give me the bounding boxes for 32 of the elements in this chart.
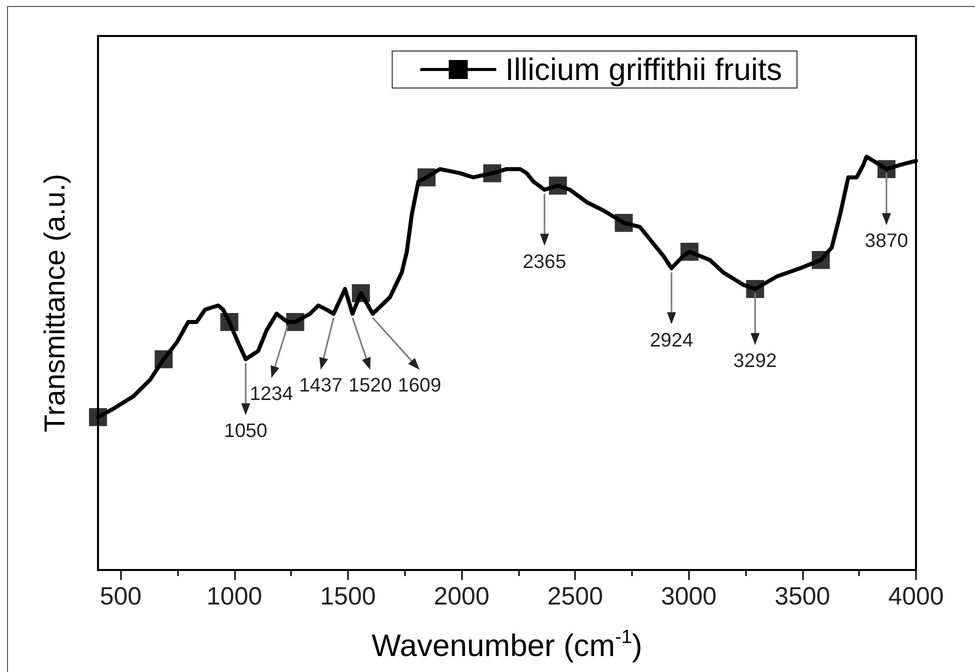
point xyxy=(680,242,698,261)
point xyxy=(418,168,436,186)
x-tick-label: 2500 xyxy=(547,582,603,610)
point xyxy=(812,251,830,270)
x-tick-label: 1500 xyxy=(320,582,376,610)
point xyxy=(89,408,107,426)
annotation: 3870 xyxy=(864,230,908,252)
annotation: 1437 xyxy=(299,374,342,397)
point xyxy=(746,280,764,298)
x-tick-label: 4000 xyxy=(888,582,944,610)
legend-label: Illicium griffithii fruits xyxy=(505,52,782,87)
point xyxy=(220,313,238,332)
point xyxy=(614,214,633,232)
point xyxy=(154,350,173,368)
x-tick-label: 500 xyxy=(100,582,142,610)
annotation: 1050 xyxy=(224,420,268,442)
annotation: 2365 xyxy=(522,250,566,273)
x-tick-label: 3500 xyxy=(774,582,830,610)
point xyxy=(548,176,567,195)
point xyxy=(877,160,896,178)
point xyxy=(483,164,502,182)
annotation: 1520 xyxy=(348,374,392,397)
annotation: 1234 xyxy=(250,383,294,406)
point xyxy=(352,284,370,302)
x-tick-label: 2000 xyxy=(434,582,490,610)
y-axis-title: Transmittance (a.u.) xyxy=(40,174,72,432)
annotation: 1609 xyxy=(398,374,442,397)
point xyxy=(286,313,304,332)
annotation: 3292 xyxy=(733,350,777,372)
annotation: 2924 xyxy=(650,329,694,352)
x-tick-label: 3000 xyxy=(660,582,717,610)
x-tick-label: 1000 xyxy=(206,582,262,610)
